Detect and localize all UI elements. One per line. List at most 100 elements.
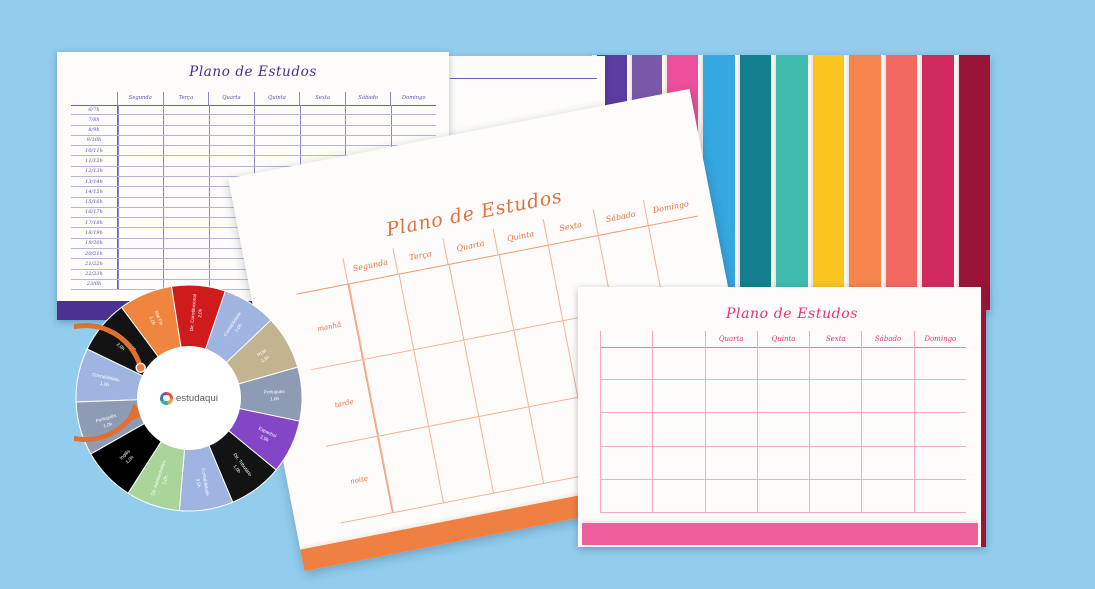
planner-blue-cell[interactable] (345, 125, 390, 135)
planner-pink-cell[interactable] (809, 380, 861, 413)
planner-pink-cell[interactable] (652, 347, 704, 380)
planner-blue-cell[interactable] (118, 105, 163, 115)
planner-blue-cell[interactable] (118, 176, 163, 187)
planner-pink-cell[interactable] (861, 347, 913, 380)
planner-blue-cell[interactable] (390, 135, 436, 146)
planner-blue-cell[interactable] (163, 207, 208, 218)
planner-blue-cell[interactable] (208, 125, 254, 135)
planner-blue-cell[interactable] (118, 187, 163, 197)
planner-blue-cell[interactable] (299, 105, 345, 115)
planner-pink-cell[interactable] (809, 413, 861, 446)
planner-blue-cell[interactable] (118, 146, 163, 156)
planner-blue-cell[interactable] (254, 105, 299, 115)
planner-blue-cell[interactable] (299, 115, 345, 125)
planner-blue-cell[interactable] (118, 197, 163, 207)
planner-blue-cell[interactable] (390, 105, 436, 115)
planner-blue-cell[interactable] (118, 166, 163, 176)
planner-blue-cell[interactable] (163, 259, 208, 269)
planner-blue-cell[interactable] (208, 135, 254, 146)
planner-blue-cell[interactable] (163, 238, 208, 248)
planner-blue-cell[interactable] (163, 269, 208, 279)
planner-pink-cell[interactable] (704, 380, 757, 413)
planner-pink-cell[interactable] (600, 479, 652, 513)
planner-pink-cell[interactable] (861, 479, 913, 513)
planner-pink-cell[interactable] (756, 446, 809, 479)
planner-blue-cell[interactable] (345, 146, 390, 156)
planner-blue-cell[interactable] (254, 135, 299, 146)
planner-blue-cell[interactable] (163, 115, 208, 125)
planner-pink-cell[interactable] (861, 380, 913, 413)
planner-blue-cell[interactable] (208, 248, 254, 259)
planner-pink-cell[interactable] (652, 413, 704, 446)
planner-pink-cell[interactable] (704, 446, 757, 479)
planner-pink-cell[interactable] (913, 446, 966, 479)
planner-blue-cell[interactable] (163, 176, 208, 187)
planner-blue-cell[interactable] (208, 176, 254, 187)
planner-pink-cell[interactable] (704, 347, 757, 380)
planner-blue-cell[interactable] (118, 269, 163, 279)
planner-blue-cell[interactable] (299, 135, 345, 146)
planner-blue-cell[interactable] (118, 248, 163, 259)
planner-blue-cell[interactable] (299, 156, 345, 166)
planner-pink-cell[interactable] (704, 479, 757, 513)
planner-pink-cell[interactable] (652, 380, 704, 413)
planner-blue-cell[interactable] (118, 279, 163, 290)
planner-blue-cell[interactable] (118, 228, 163, 238)
planner-blue-cell[interactable] (254, 115, 299, 125)
planner-pink-cell[interactable] (809, 479, 861, 513)
planner-blue-cell[interactable] (208, 269, 254, 279)
planner-blue-cell[interactable] (345, 135, 390, 146)
planner-pink-cell[interactable] (913, 479, 966, 513)
planner-blue-cell[interactable] (208, 238, 254, 248)
planner-pink-cell[interactable] (600, 380, 652, 413)
planner-pink-cell[interactable] (600, 413, 652, 446)
planner-pink-cell[interactable] (756, 413, 809, 446)
planner-blue-cell[interactable] (299, 125, 345, 135)
planner-blue-cell[interactable] (208, 156, 254, 166)
planner-blue-cell[interactable] (163, 105, 208, 115)
planner-blue-cell[interactable] (208, 115, 254, 125)
planner-blue-cell[interactable] (208, 197, 254, 207)
planner-blue-cell[interactable] (118, 135, 163, 146)
planner-blue-cell[interactable] (254, 166, 299, 176)
planner-pink-cell[interactable] (913, 413, 966, 446)
planner-blue-cell[interactable] (208, 105, 254, 115)
planner-blue-cell[interactable] (208, 207, 254, 218)
planner-pink-cell[interactable] (704, 413, 757, 446)
planner-blue-cell[interactable] (390, 115, 436, 125)
planner-blue-cell[interactable] (118, 218, 163, 228)
planner-pink-cell[interactable] (861, 446, 913, 479)
planner-blue-cell[interactable] (118, 115, 163, 125)
planner-blue-cell[interactable] (163, 248, 208, 259)
planner-blue-cell[interactable] (163, 156, 208, 166)
planner-blue-cell[interactable] (345, 105, 390, 115)
planner-blue-cell[interactable] (118, 259, 163, 269)
planner-blue-cell[interactable] (118, 125, 163, 135)
planner-blue-cell[interactable] (163, 125, 208, 135)
planner-blue-cell[interactable] (163, 218, 208, 228)
planner-blue-cell[interactable] (254, 156, 299, 166)
planner-blue-cell[interactable] (163, 228, 208, 238)
planner-blue-cell[interactable] (163, 187, 208, 197)
planner-blue-cell[interactable] (118, 238, 163, 248)
planner-blue-cell[interactable] (208, 146, 254, 156)
planner-pink-cell[interactable] (913, 380, 966, 413)
planner-pink-cell[interactable] (913, 347, 966, 380)
planner-pink-cell[interactable] (756, 380, 809, 413)
planner-blue-cell[interactable] (208, 228, 254, 238)
planner-blue-cell[interactable] (163, 166, 208, 176)
planner-blue-cell[interactable] (390, 125, 436, 135)
planner-blue-cell[interactable] (208, 187, 254, 197)
planner-pink-cell[interactable] (809, 446, 861, 479)
planner-blue-cell[interactable] (208, 259, 254, 269)
planner-blue-cell[interactable] (118, 207, 163, 218)
planner-blue-cell[interactable] (208, 218, 254, 228)
planner-blue-cell[interactable] (163, 197, 208, 207)
planner-blue-cell[interactable] (118, 156, 163, 166)
planner-blue-cell[interactable] (208, 279, 254, 290)
planner-blue-cell[interactable] (208, 166, 254, 176)
planner-blue-cell[interactable] (163, 279, 208, 290)
planner-blue-cell[interactable] (254, 146, 299, 156)
planner-pink-cell[interactable] (600, 446, 652, 479)
planner-pink-cell[interactable] (756, 347, 809, 380)
